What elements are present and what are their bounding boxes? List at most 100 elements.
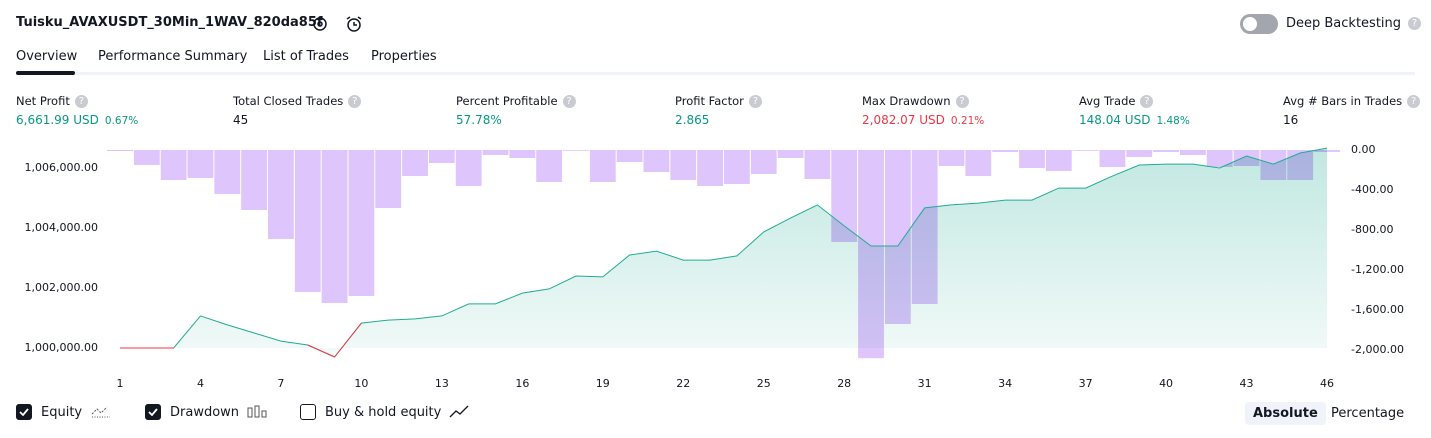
metric-value: 148.04 USD 1.48% bbox=[1079, 113, 1190, 127]
equity-loss-segment bbox=[334, 322, 362, 358]
scale-mode[interactable]: Absolute bbox=[1245, 402, 1326, 425]
x-tick-label: 1 bbox=[117, 377, 124, 390]
legend-item[interactable]: Drawdown bbox=[145, 404, 269, 420]
y-tick-label: 1,004,000.00 bbox=[25, 221, 98, 234]
drawdown-bar bbox=[643, 150, 670, 172]
metric-number: 16 bbox=[1283, 113, 1299, 127]
drawdown-bar bbox=[1126, 150, 1153, 157]
drawdown-bar bbox=[133, 150, 160, 165]
legend-item[interactable]: Equity bbox=[16, 404, 112, 420]
tab[interactable]: Overview bbox=[16, 49, 78, 64]
legend-item[interactable]: Buy & hold equity bbox=[300, 404, 471, 420]
drawdown-bar bbox=[616, 150, 643, 162]
metric-change: 0.67% bbox=[104, 115, 139, 127]
drawdown-bar bbox=[1072, 150, 1099, 151]
chart: 1,000,000.00 1,002,000.00 1,004,000.00 1,00… bbox=[25, 143, 1404, 390]
drawdown-bar bbox=[455, 150, 482, 186]
metric-label: Avg Trade? bbox=[1079, 94, 1154, 108]
drawdown-bar bbox=[1045, 150, 1072, 171]
metric-number: 45 bbox=[233, 113, 249, 127]
legend-icon bbox=[247, 405, 267, 418]
info-icon[interactable]: ? bbox=[562, 95, 576, 108]
check bbox=[148, 408, 158, 416]
info-icon[interactable]: ? bbox=[1140, 95, 1154, 108]
scale-mode[interactable]: Percentage bbox=[1331, 406, 1405, 421]
y-tick-label: 1,000,000.00 bbox=[25, 341, 98, 354]
drawdown-bar bbox=[697, 150, 723, 186]
legend-label: Equity bbox=[41, 404, 83, 420]
deep-toggle[interactable] bbox=[1240, 14, 1278, 34]
metric-label: Total Closed Trades? bbox=[233, 94, 362, 108]
drawdown-bar bbox=[1287, 150, 1314, 180]
legend-icon bbox=[449, 405, 469, 418]
drawdown-bar bbox=[1206, 150, 1233, 167]
drawdown-bar bbox=[589, 150, 616, 182]
drawdown-bar bbox=[831, 150, 858, 242]
title-icons[interactable] bbox=[310, 14, 370, 34]
drawdown-bar bbox=[241, 150, 268, 210]
drawdown-bar bbox=[107, 150, 133, 151]
drawdown-bar bbox=[321, 150, 348, 303]
metric-change: 0.21% bbox=[950, 115, 985, 127]
x-tick-label: 22 bbox=[676, 377, 690, 390]
deep-label: Deep Backtesting? bbox=[1286, 16, 1422, 31]
x-tick-label: 4 bbox=[197, 377, 204, 390]
info-icon[interactable]: ? bbox=[348, 95, 362, 108]
drawdown-bar bbox=[858, 150, 884, 359]
drawdown-bar bbox=[187, 150, 214, 178]
x-tick-label: 25 bbox=[757, 377, 771, 390]
drawdown-bar bbox=[509, 150, 536, 158]
info-icon[interactable]: ? bbox=[1407, 95, 1421, 108]
drawdown-bar bbox=[214, 150, 241, 194]
x-tick-label: 7 bbox=[277, 377, 284, 390]
drawdown-bar bbox=[294, 150, 321, 292]
checkbox[interactable] bbox=[145, 404, 161, 420]
x-tick-label: 19 bbox=[596, 377, 610, 390]
metric-value: 57.78% bbox=[456, 113, 502, 127]
metric-number: 2,082.07 USD bbox=[862, 113, 945, 127]
legend-label: Drawdown bbox=[170, 404, 240, 420]
legend-label: Buy & hold equity bbox=[325, 404, 442, 420]
drawdown-bar bbox=[1179, 150, 1206, 155]
tab[interactable]: List of Trades bbox=[263, 49, 349, 64]
drawdown-bar bbox=[428, 150, 455, 163]
metric-number: 148.04 USD bbox=[1079, 113, 1151, 127]
drawdown-bar bbox=[938, 150, 965, 166]
checkbox[interactable] bbox=[300, 404, 316, 420]
drawdown-bar bbox=[482, 150, 509, 155]
y2-tick-label: -1,200.00 bbox=[1351, 263, 1404, 276]
deep-text: Deep Backtesting bbox=[1286, 16, 1402, 31]
drawdown-bar bbox=[1019, 150, 1045, 168]
metric-change: 1.48% bbox=[1156, 115, 1190, 127]
drawdown-bar bbox=[536, 150, 563, 182]
metric-value: 2,082.07 USD 0.21% bbox=[862, 113, 984, 127]
drawdown-bar bbox=[1260, 150, 1287, 180]
y2-tick-label: 0.00 bbox=[1351, 143, 1376, 156]
drawdown-bar bbox=[911, 150, 938, 304]
metric-value: 45 bbox=[233, 113, 248, 127]
checkbox[interactable] bbox=[16, 404, 32, 420]
info-icon[interactable]: ? bbox=[955, 95, 969, 108]
x-tick-label: 37 bbox=[1079, 377, 1093, 390]
x-tick-label: 31 bbox=[918, 377, 932, 390]
metric-label: Percent Profitable? bbox=[456, 94, 576, 108]
drawdown-bar bbox=[268, 150, 294, 239]
drawdown-bar bbox=[348, 150, 375, 296]
drawdown-bar bbox=[804, 150, 831, 179]
drawdown-bar bbox=[402, 150, 428, 176]
x-tick-label: 28 bbox=[837, 377, 851, 390]
y-tick-label: 1,006,000.00 bbox=[25, 161, 98, 174]
drawdown-bar bbox=[1233, 150, 1260, 166]
x-tick-label: 46 bbox=[1320, 377, 1334, 390]
check bbox=[19, 408, 29, 416]
y-tick-label: 1,002,000.00 bbox=[25, 281, 98, 294]
metric-value: 16 bbox=[1283, 113, 1298, 127]
drawdown-bar bbox=[884, 150, 911, 324]
x-tick-label: 16 bbox=[515, 377, 529, 390]
info-icon[interactable]: ? bbox=[748, 95, 762, 108]
tab[interactable]: Performance Summary bbox=[98, 49, 248, 64]
info-icon[interactable]: ? bbox=[74, 95, 88, 108]
metric-label: Max Drawdown? bbox=[862, 94, 969, 108]
tab[interactable]: Properties bbox=[371, 49, 437, 64]
